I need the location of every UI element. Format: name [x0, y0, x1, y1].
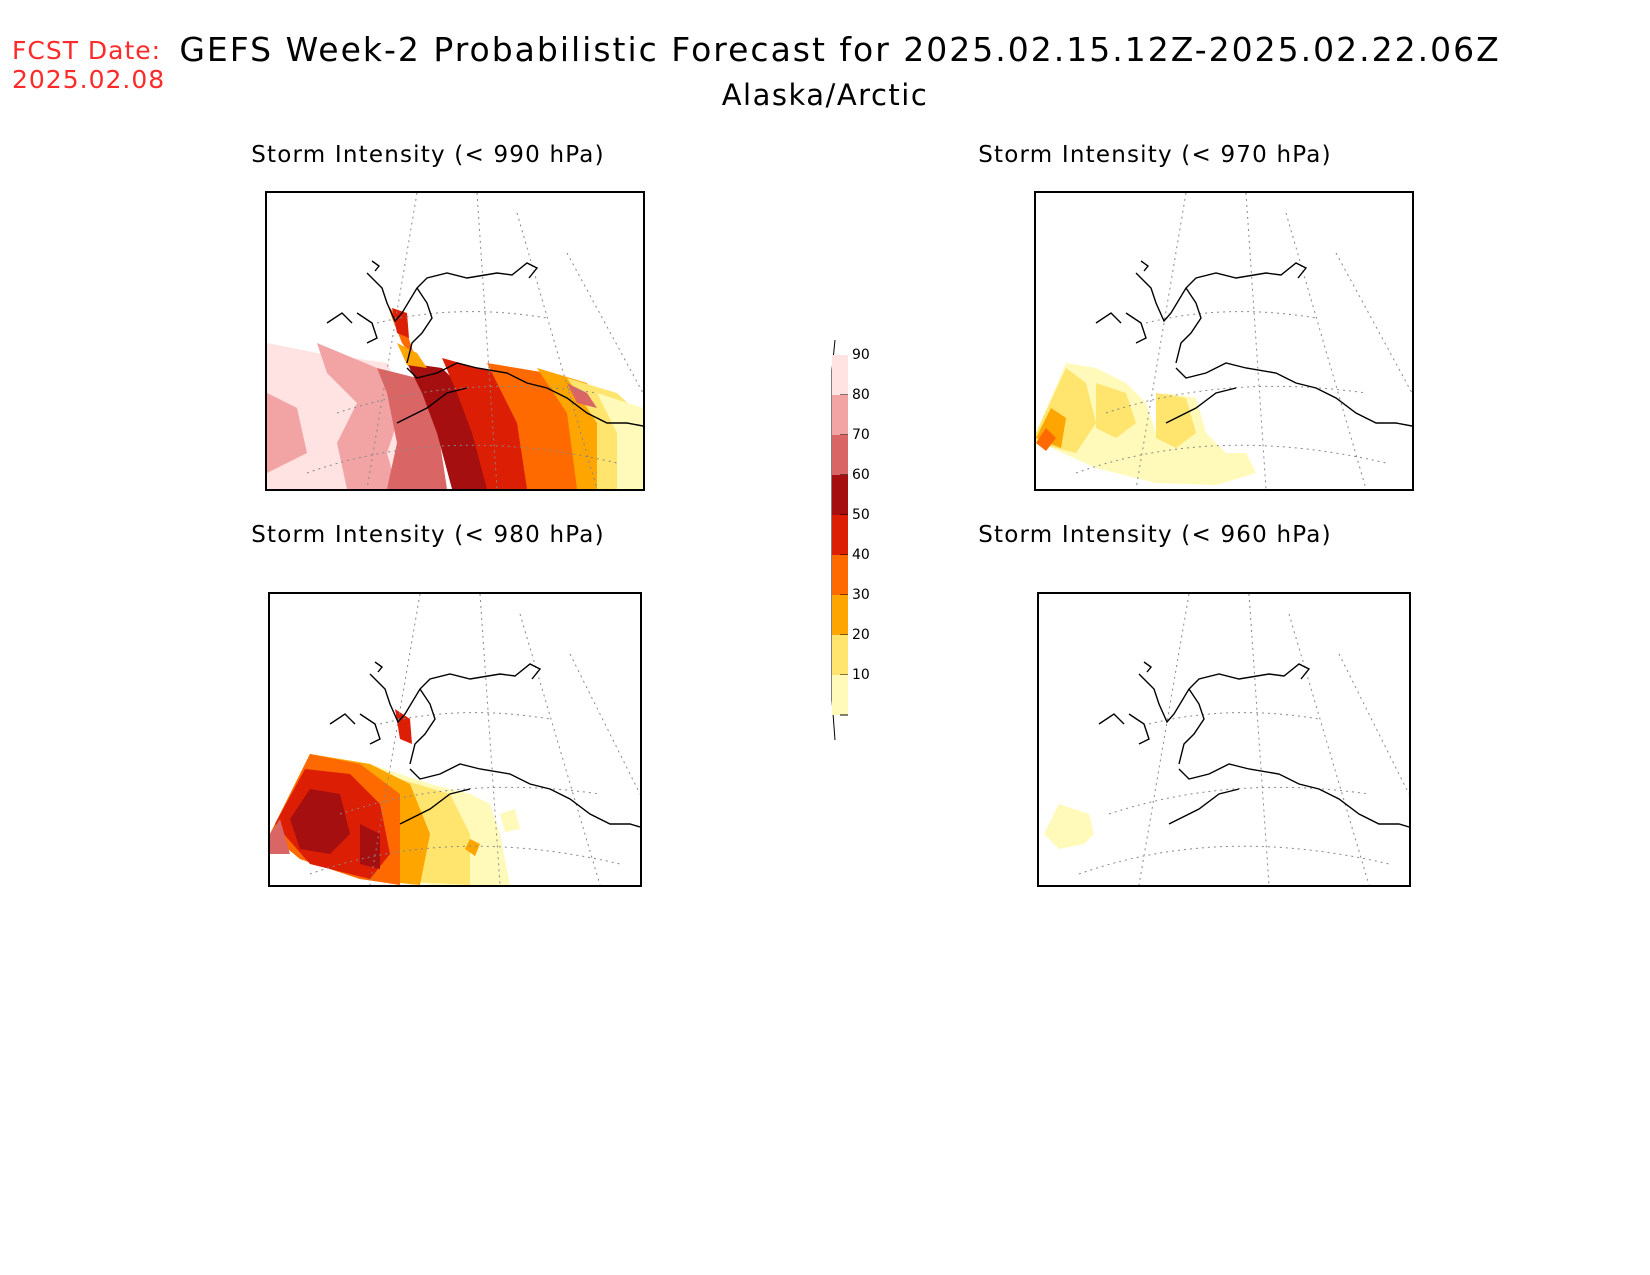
legend-swatch	[832, 355, 848, 395]
panel-title-970: Storm Intensity (< 970 hPa)	[978, 142, 1332, 168]
legend-label: 80	[852, 387, 870, 403]
color-legend: 90 80 70 60 50 40 30 20 10	[820, 330, 910, 750]
legend-bar	[831, 339, 848, 741]
panel-title-990: Storm Intensity (< 990 hPa)	[251, 142, 605, 168]
page-subtitle: Alaska/Arctic	[721, 78, 929, 112]
panel-title-960: Storm Intensity (< 960 hPa)	[978, 522, 1332, 548]
page-title: GEFS Week-2 Probabilistic Forecast for 2…	[179, 30, 1501, 69]
legend-swatch	[832, 555, 848, 595]
map-panel-960	[1037, 592, 1411, 887]
map-panel-970	[1034, 191, 1414, 491]
legend-swatch	[832, 435, 848, 475]
legend-label: 90	[852, 347, 870, 363]
probability-field-990	[267, 343, 643, 489]
map-panel-990	[265, 191, 645, 491]
graticule-960	[1078, 594, 1409, 885]
legend-label: 60	[852, 467, 870, 483]
legend-label: 20	[852, 627, 870, 643]
map-990	[267, 193, 643, 489]
coastline-990	[326, 260, 643, 427]
legend-swatch	[832, 635, 848, 675]
legend-swatch	[832, 595, 848, 635]
map-960	[1044, 594, 1409, 885]
fcst-date-value: 2025.02.08	[12, 65, 166, 94]
fcst-date-caption: FCST Date:	[12, 36, 162, 65]
coastline-960	[1098, 661, 1409, 828]
coastline-970	[1095, 260, 1412, 427]
map-panel-980	[268, 592, 642, 887]
map-970	[1036, 193, 1412, 489]
legend-label: 50	[852, 507, 870, 523]
legend-label: 30	[852, 587, 870, 603]
panel-title-980: Storm Intensity (< 980 hPa)	[251, 522, 605, 548]
legend-swatch	[832, 395, 848, 435]
legend-swatch	[832, 475, 848, 515]
coastline-980	[329, 661, 640, 828]
legend-label: 70	[852, 427, 870, 443]
legend-swatch	[832, 675, 848, 715]
forecast-date-label: FCST Date: 2025.02.08	[12, 36, 165, 94]
map-980	[270, 594, 640, 885]
legend-label: 40	[852, 547, 870, 563]
legend-swatch	[832, 515, 848, 555]
legend-label: 10	[852, 667, 870, 683]
